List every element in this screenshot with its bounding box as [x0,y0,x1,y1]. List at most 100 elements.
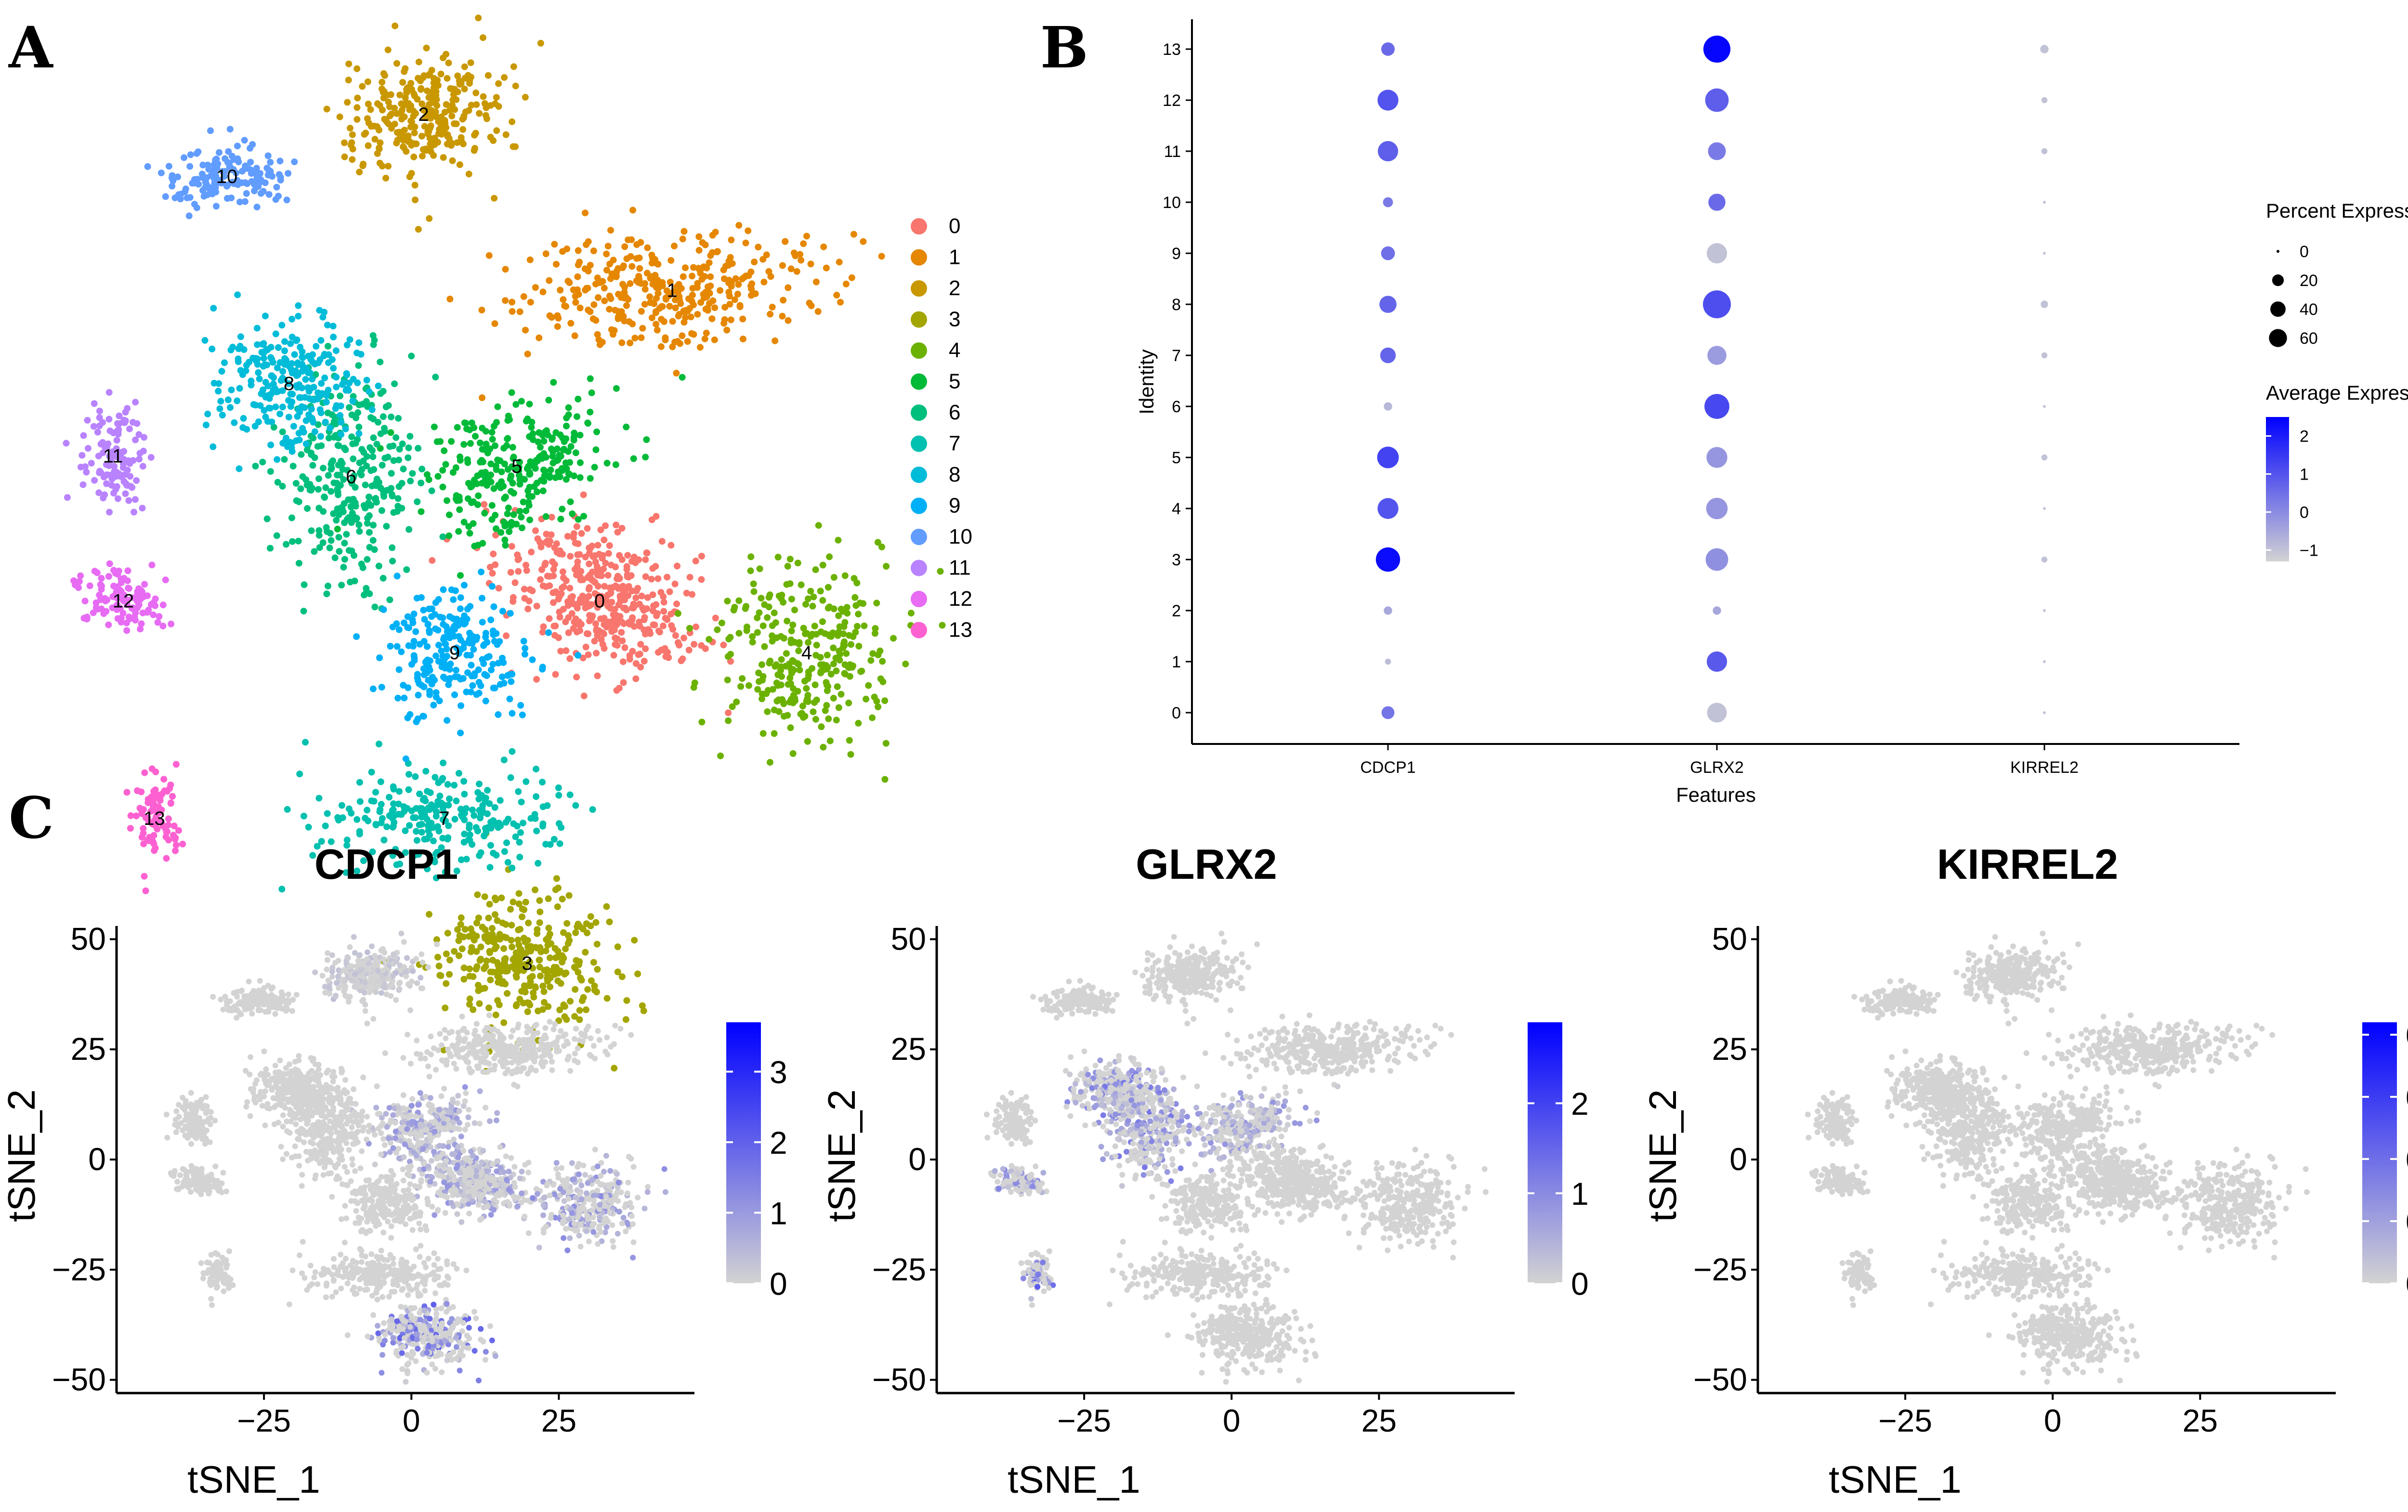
panel-a-point [257,170,263,177]
panel-a-point [606,306,613,313]
panel-a-point [279,428,286,435]
panel-a-point [309,376,316,383]
panel-a-point [454,88,461,95]
panel-a-point [660,318,667,325]
panel-a-point [653,321,660,328]
panel-b-dot [1706,497,1728,520]
panel-c-point [327,991,333,997]
panel-a-point [499,919,506,926]
panel-a-point [471,670,478,677]
panel-a-point [434,139,441,146]
panel-a-point [461,791,468,798]
panel-a-point [432,689,440,696]
panel-a-point [253,325,261,332]
panel-a-point [502,297,509,304]
panel-a-point [771,609,778,616]
panel-c-point [362,1008,368,1014]
panel-a-point [516,458,523,466]
panel-a-point [798,257,805,264]
panel-c-point [543,1035,549,1041]
panel-a-cluster-label-7: 7 [439,808,449,829]
panel-a-point [686,305,693,312]
panel-a-point [485,1004,493,1012]
panel-a-point [342,425,349,432]
panel-a-point [527,948,534,955]
panel-b-color-legend-title: Average Expression [2266,381,2408,404]
panel-a-point [589,553,597,560]
panel-a-point [587,261,594,269]
panel-a-point [435,779,442,786]
panel-c-point [312,969,318,976]
panel-a-point [302,417,310,424]
panel-a-point [398,107,406,114]
panel-a-point [405,100,412,107]
panel-b-dot [2041,97,2048,104]
panel-a-point [486,800,493,807]
panel-a-point [228,386,235,393]
panel-c-point [439,1369,445,1375]
panel-c-point [449,1316,455,1322]
panel-a-point [64,494,71,501]
panel-c-point [403,969,409,975]
panel-a-point [101,491,108,498]
panel-a-point [442,640,449,648]
panel-a-point [470,646,477,653]
panel-a-point [483,957,490,965]
panel-a-point [295,313,302,320]
panel-a-point [637,641,644,648]
panel-a-point [443,51,450,58]
panel-c-point [452,1046,458,1052]
panel-a-point [563,245,571,252]
panel-a-point [576,1016,583,1023]
panel-c-point [509,1059,515,1066]
panel-a-point [274,456,281,463]
panel-a-point [750,580,757,587]
panel-a-point [840,630,847,638]
panel-c-point [514,1203,521,1210]
panel-a-point [381,425,388,432]
panel-a-point [481,833,488,840]
panel-a-point [559,506,566,513]
panel-a-point [560,954,567,962]
panel-a-point [553,964,560,971]
panel-a-point [434,953,441,961]
panel-a-point [574,273,581,280]
panel-a-point [720,275,728,282]
panel-a-point [594,966,601,973]
panel-a-point [463,425,470,432]
panel-a-point [817,587,824,595]
panel-a-point [213,203,220,210]
panel-a-point [520,1000,527,1007]
panel-a-point [616,552,623,559]
panel-a-point [457,572,464,579]
panel-a-point [560,446,567,454]
panel-a-point [553,261,560,268]
panel-a-point [603,995,611,1002]
panel-a-point [610,257,617,264]
panel-a-point [518,398,525,405]
panel-a-point [322,822,329,830]
panel-a-point [819,618,826,625]
panel-c-point [534,1030,540,1036]
panel-a-point [356,798,364,805]
panel-a-point [267,158,274,166]
panel-a-point [495,80,502,87]
panel-a-point [477,955,484,963]
panel-a-point [243,426,250,433]
panel-b-xlabel: Features [1676,783,1756,806]
panel-a-point [671,580,679,587]
panel-c-point [588,1053,594,1059]
panel-a-point [563,577,570,584]
panel-a-point [643,549,650,557]
panel-a-point [131,496,139,503]
panel-a-point [444,141,451,148]
panel-a-point [539,288,547,296]
panel-a-point [355,430,363,437]
panel-a-point [237,333,244,340]
panel-a-point [331,554,339,561]
panel-a-point [441,447,448,455]
panel-a-point [572,802,579,809]
panel-a-point [721,304,729,311]
panel-b-dot [1377,90,1399,111]
